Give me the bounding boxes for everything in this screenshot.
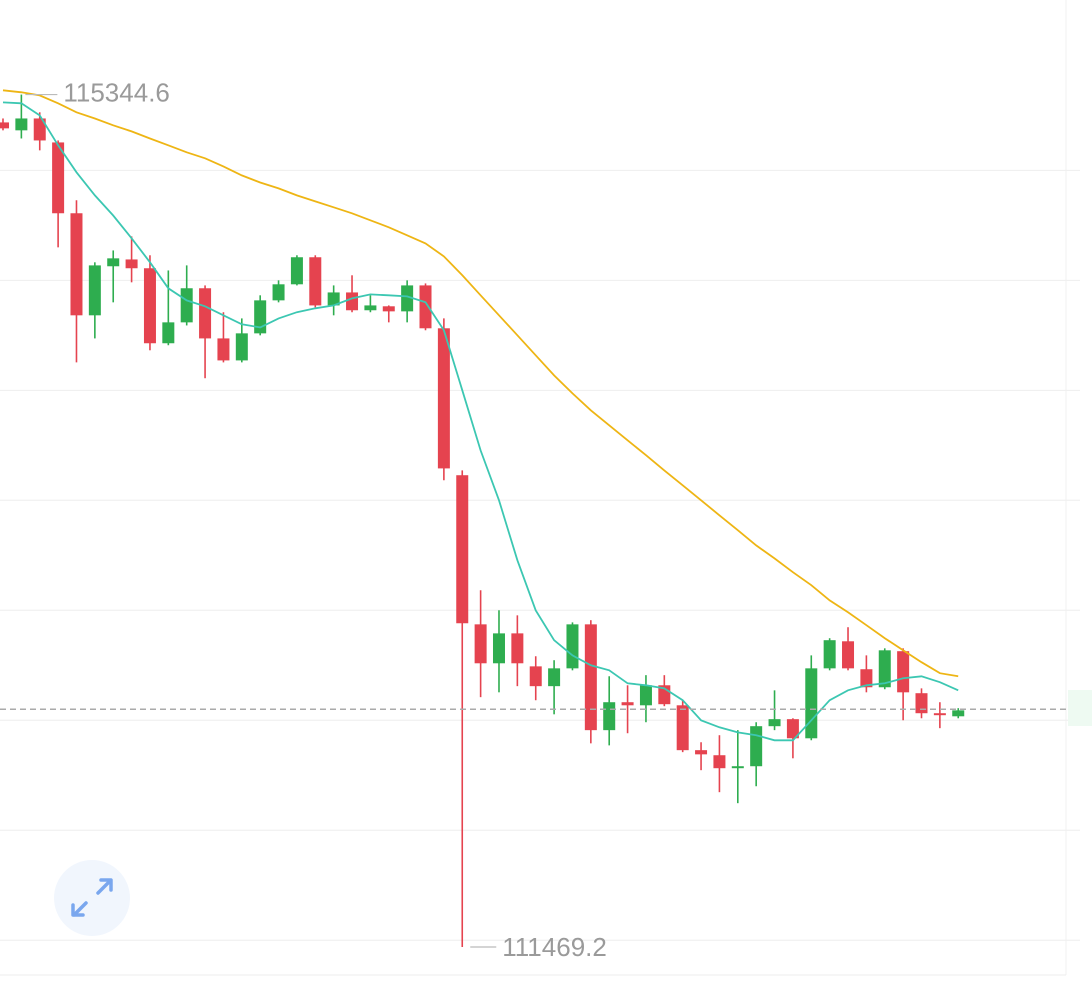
candle-body bbox=[603, 702, 616, 731]
candle-body bbox=[401, 285, 414, 312]
candle-body bbox=[713, 755, 726, 769]
grid bbox=[0, 169, 1080, 941]
candle-body bbox=[823, 640, 836, 669]
candle-body bbox=[456, 475, 469, 624]
candle-body bbox=[548, 668, 561, 687]
candle-body bbox=[125, 259, 138, 269]
candle-body bbox=[805, 668, 818, 739]
candle-body bbox=[768, 719, 781, 727]
candle-body bbox=[860, 669, 873, 688]
price-tag-bg bbox=[1068, 690, 1092, 726]
marks: 115344.6 111469.2 bbox=[0, 77, 1066, 962]
candle-body bbox=[897, 651, 910, 693]
expand-icon[interactable] bbox=[71, 878, 113, 917]
candle-body bbox=[180, 288, 193, 323]
candle-body bbox=[492, 633, 505, 664]
high-label: 115344.6 bbox=[63, 77, 170, 107]
low-label: 111469.2 bbox=[502, 932, 607, 962]
candle-body bbox=[419, 285, 432, 329]
moving-average-line bbox=[2, 101, 959, 742]
candle-body bbox=[70, 213, 83, 316]
candle-body bbox=[676, 705, 689, 751]
candle-body bbox=[639, 685, 652, 706]
candle-body bbox=[842, 641, 855, 669]
candle-body bbox=[786, 719, 799, 739]
expand-circle[interactable] bbox=[54, 860, 130, 936]
candle-body bbox=[199, 288, 212, 339]
expand-button[interactable] bbox=[54, 860, 130, 936]
candle-body bbox=[309, 257, 322, 306]
candle-body bbox=[474, 624, 487, 664]
candle-body bbox=[952, 710, 965, 717]
candle-body bbox=[364, 305, 377, 311]
candle-body bbox=[529, 666, 542, 687]
candle-body bbox=[0, 122, 9, 129]
candle-body bbox=[621, 702, 634, 706]
candle-body bbox=[290, 257, 303, 285]
candle-body bbox=[382, 306, 395, 312]
candle-body bbox=[15, 118, 28, 131]
candle-body bbox=[162, 322, 175, 344]
candle-body bbox=[88, 265, 101, 316]
candle-body bbox=[511, 633, 524, 664]
candle-body bbox=[327, 292, 340, 306]
candle-body bbox=[272, 284, 285, 301]
candle-body bbox=[143, 268, 156, 344]
candle-body bbox=[750, 726, 763, 767]
candle-body bbox=[346, 292, 359, 311]
candle-body bbox=[33, 118, 46, 141]
candle-body bbox=[695, 750, 708, 755]
moving-average-line bbox=[2, 89, 959, 678]
candle-body bbox=[254, 300, 267, 334]
candle-body bbox=[437, 328, 450, 469]
candle-body bbox=[107, 258, 120, 267]
candle-body bbox=[933, 713, 946, 716]
candle-body bbox=[584, 624, 597, 731]
candle-body bbox=[878, 650, 891, 688]
candle-body bbox=[52, 142, 65, 214]
candle-body bbox=[915, 693, 928, 714]
candle-body bbox=[566, 624, 579, 669]
candle-body bbox=[235, 333, 248, 361]
candle-body bbox=[731, 766, 744, 769]
candle-body bbox=[217, 338, 230, 361]
